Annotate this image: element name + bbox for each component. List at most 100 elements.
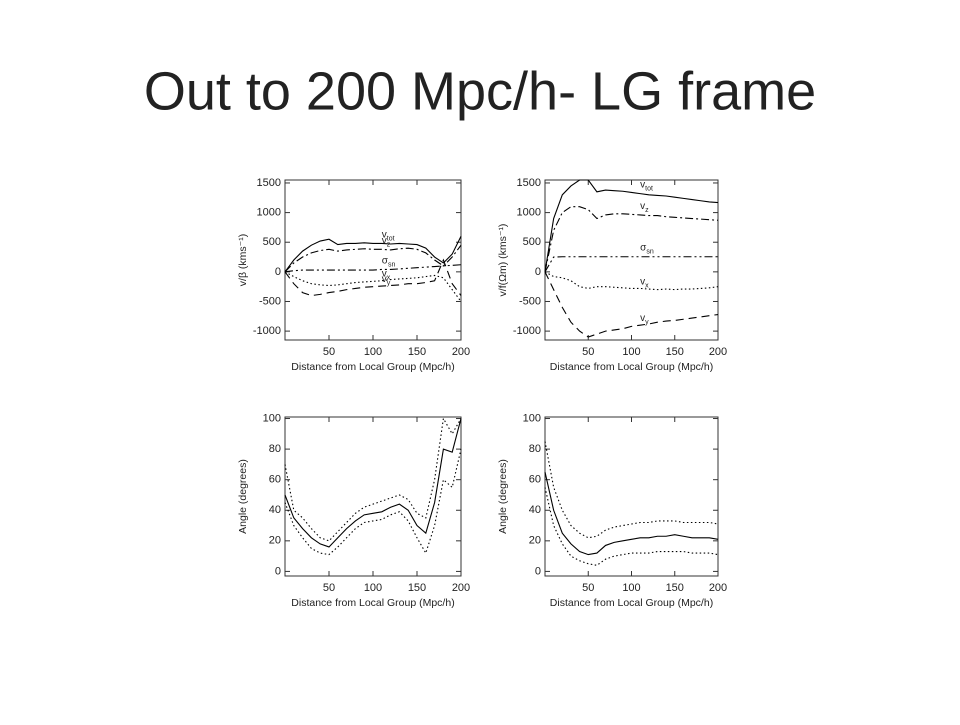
panel: 0 20 40 60 80 100 50 100 150 200 Distance from Loc… (497, 412, 727, 608)
x-tick-label: 200 (452, 346, 470, 358)
x-tick-label: 100 (622, 346, 640, 358)
x-tick-label: 50 (323, 582, 335, 594)
y-tick-label: 40 (529, 504, 541, 516)
x-axis-label: Distance from Local Group (Mpc/h) (291, 361, 454, 373)
y-tick-label: -1000 (513, 325, 541, 337)
y-tick-label: 60 (269, 474, 281, 486)
y-tick-label: 20 (529, 535, 541, 547)
series-label: σsn (382, 255, 396, 268)
y-tick-label: 1500 (257, 177, 281, 189)
x-tick-label: 150 (666, 582, 684, 594)
x-tick-label: 200 (452, 582, 470, 594)
plot-frame (544, 416, 719, 577)
series-label-name: v (640, 276, 645, 287)
plot-frame (284, 416, 462, 577)
series-line (284, 418, 462, 548)
series-label: σsn (640, 243, 654, 256)
y-tick-label: 500 (523, 236, 541, 248)
series-label-name: v (382, 274, 387, 285)
series-label: vx (382, 269, 391, 282)
series-label: vy (640, 313, 649, 326)
y-tick-label: -500 (519, 295, 541, 307)
x-tick-label: 150 (408, 582, 426, 594)
series-line (284, 448, 462, 556)
y-tick-label: 1500 (517, 177, 541, 189)
series-line (284, 264, 462, 273)
y-tick-label: 80 (529, 443, 541, 455)
series-line (284, 258, 462, 297)
plot-frame (544, 179, 719, 341)
series-label-sub: x (645, 282, 649, 289)
series-label-name: v (382, 235, 387, 246)
y-tick-label: -1000 (253, 325, 281, 337)
series-label: vz (382, 235, 391, 248)
y-tick-label: 0 (535, 565, 541, 577)
y-axis-label: v/f(Ωm) (kms⁻¹) (497, 224, 509, 297)
series-line (284, 236, 462, 273)
series-line (544, 256, 718, 273)
y-tick-label: -500 (259, 295, 281, 307)
x-tick-label: 200 (709, 582, 727, 594)
series-line (284, 416, 462, 542)
series-label-name: σ (382, 255, 389, 266)
series-line (544, 487, 719, 566)
series-label-sub: x (387, 275, 391, 282)
y-tick-label: 20 (269, 535, 281, 547)
y-tick-label: 0 (275, 565, 281, 577)
y-tick-label: 100 (523, 412, 541, 424)
x-tick-label: 50 (582, 346, 594, 358)
series-label-sub: y (645, 319, 649, 326)
slide-title: Out to 200 Mpc/h- LG frame (144, 61, 816, 121)
series-label-sub: z (387, 241, 391, 248)
panel: -1000 -500 0 500 1000 1500 50 100 150 200 Distance… (237, 177, 470, 373)
series-label-name: v (640, 201, 645, 212)
series-line (284, 244, 462, 273)
series-label: vtot (382, 229, 395, 242)
y-tick-label: 60 (529, 474, 541, 486)
y-axis-label: Angle (degrees) (497, 459, 509, 534)
y-tick-label: 0 (275, 266, 281, 278)
series-line (544, 179, 719, 272)
x-tick-label: 50 (582, 582, 594, 594)
x-tick-label: 150 (666, 346, 684, 358)
series-line (544, 441, 719, 539)
x-tick-label: 50 (323, 346, 335, 358)
y-axis-label: Angle (degrees) (237, 459, 249, 534)
series-label-sub: z (645, 207, 649, 214)
y-tick-label: 1000 (517, 206, 541, 218)
series-line (544, 271, 719, 291)
y-tick-label: 500 (263, 236, 281, 248)
panel: -1000 -500 0 500 1000 1500 50 100 150 200 Distance… (497, 177, 727, 373)
series-label-name: σ (640, 243, 647, 254)
x-tick-label: 100 (364, 346, 382, 358)
x-tick-label: 200 (709, 346, 727, 358)
series-label-sub: sn (388, 261, 396, 268)
series-label-name: v (382, 269, 387, 280)
x-axis-label: Distance from Local Group (Mpc/h) (291, 597, 454, 609)
y-tick-label: 0 (535, 266, 541, 278)
series-label-sub: tot (645, 186, 653, 193)
x-tick-label: 100 (364, 582, 382, 594)
y-tick-label: 40 (269, 504, 281, 516)
series-label: vx (640, 276, 649, 289)
series-label: vy (382, 274, 391, 287)
series-label: vtot (640, 180, 653, 193)
panel: 0 20 40 60 80 100 50 100 150 200 Distance from Loc… (237, 412, 470, 608)
series-line (544, 271, 719, 338)
x-axis-label: Distance from Local Group (Mpc/h) (550, 597, 713, 609)
x-axis-label: Distance from Local Group (Mpc/h) (550, 361, 713, 373)
x-tick-label: 100 (622, 582, 640, 594)
y-axis-label: v/β (kms⁻¹) (237, 234, 249, 286)
series-line (544, 206, 719, 272)
series-label-sub: y (387, 280, 391, 287)
series-line (544, 471, 719, 556)
y-tick-label: 100 (263, 412, 281, 424)
series-label: vz (640, 201, 649, 214)
y-tick-label: 80 (269, 443, 281, 455)
y-tick-label: 1000 (257, 206, 281, 218)
series-label-name: v (640, 313, 645, 324)
x-tick-label: 150 (408, 346, 426, 358)
series-label-name: v (640, 180, 645, 191)
series-label-name: v (382, 229, 387, 240)
